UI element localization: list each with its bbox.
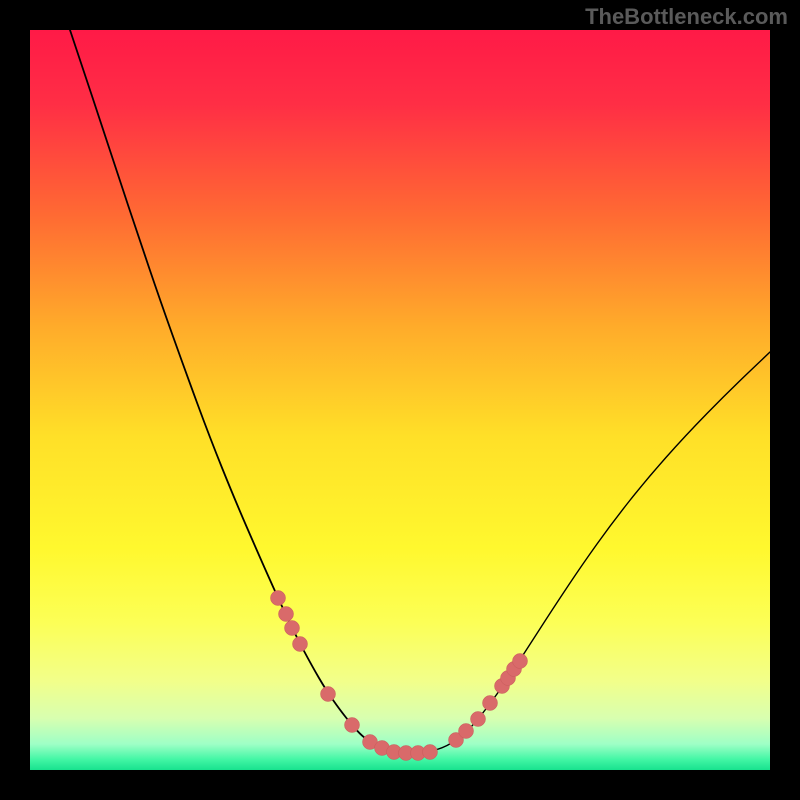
chart-surface	[0, 0, 800, 800]
watermark-text: TheBottleneck.com	[585, 4, 788, 30]
bottleneck-chart: TheBottleneck.com	[0, 0, 800, 800]
